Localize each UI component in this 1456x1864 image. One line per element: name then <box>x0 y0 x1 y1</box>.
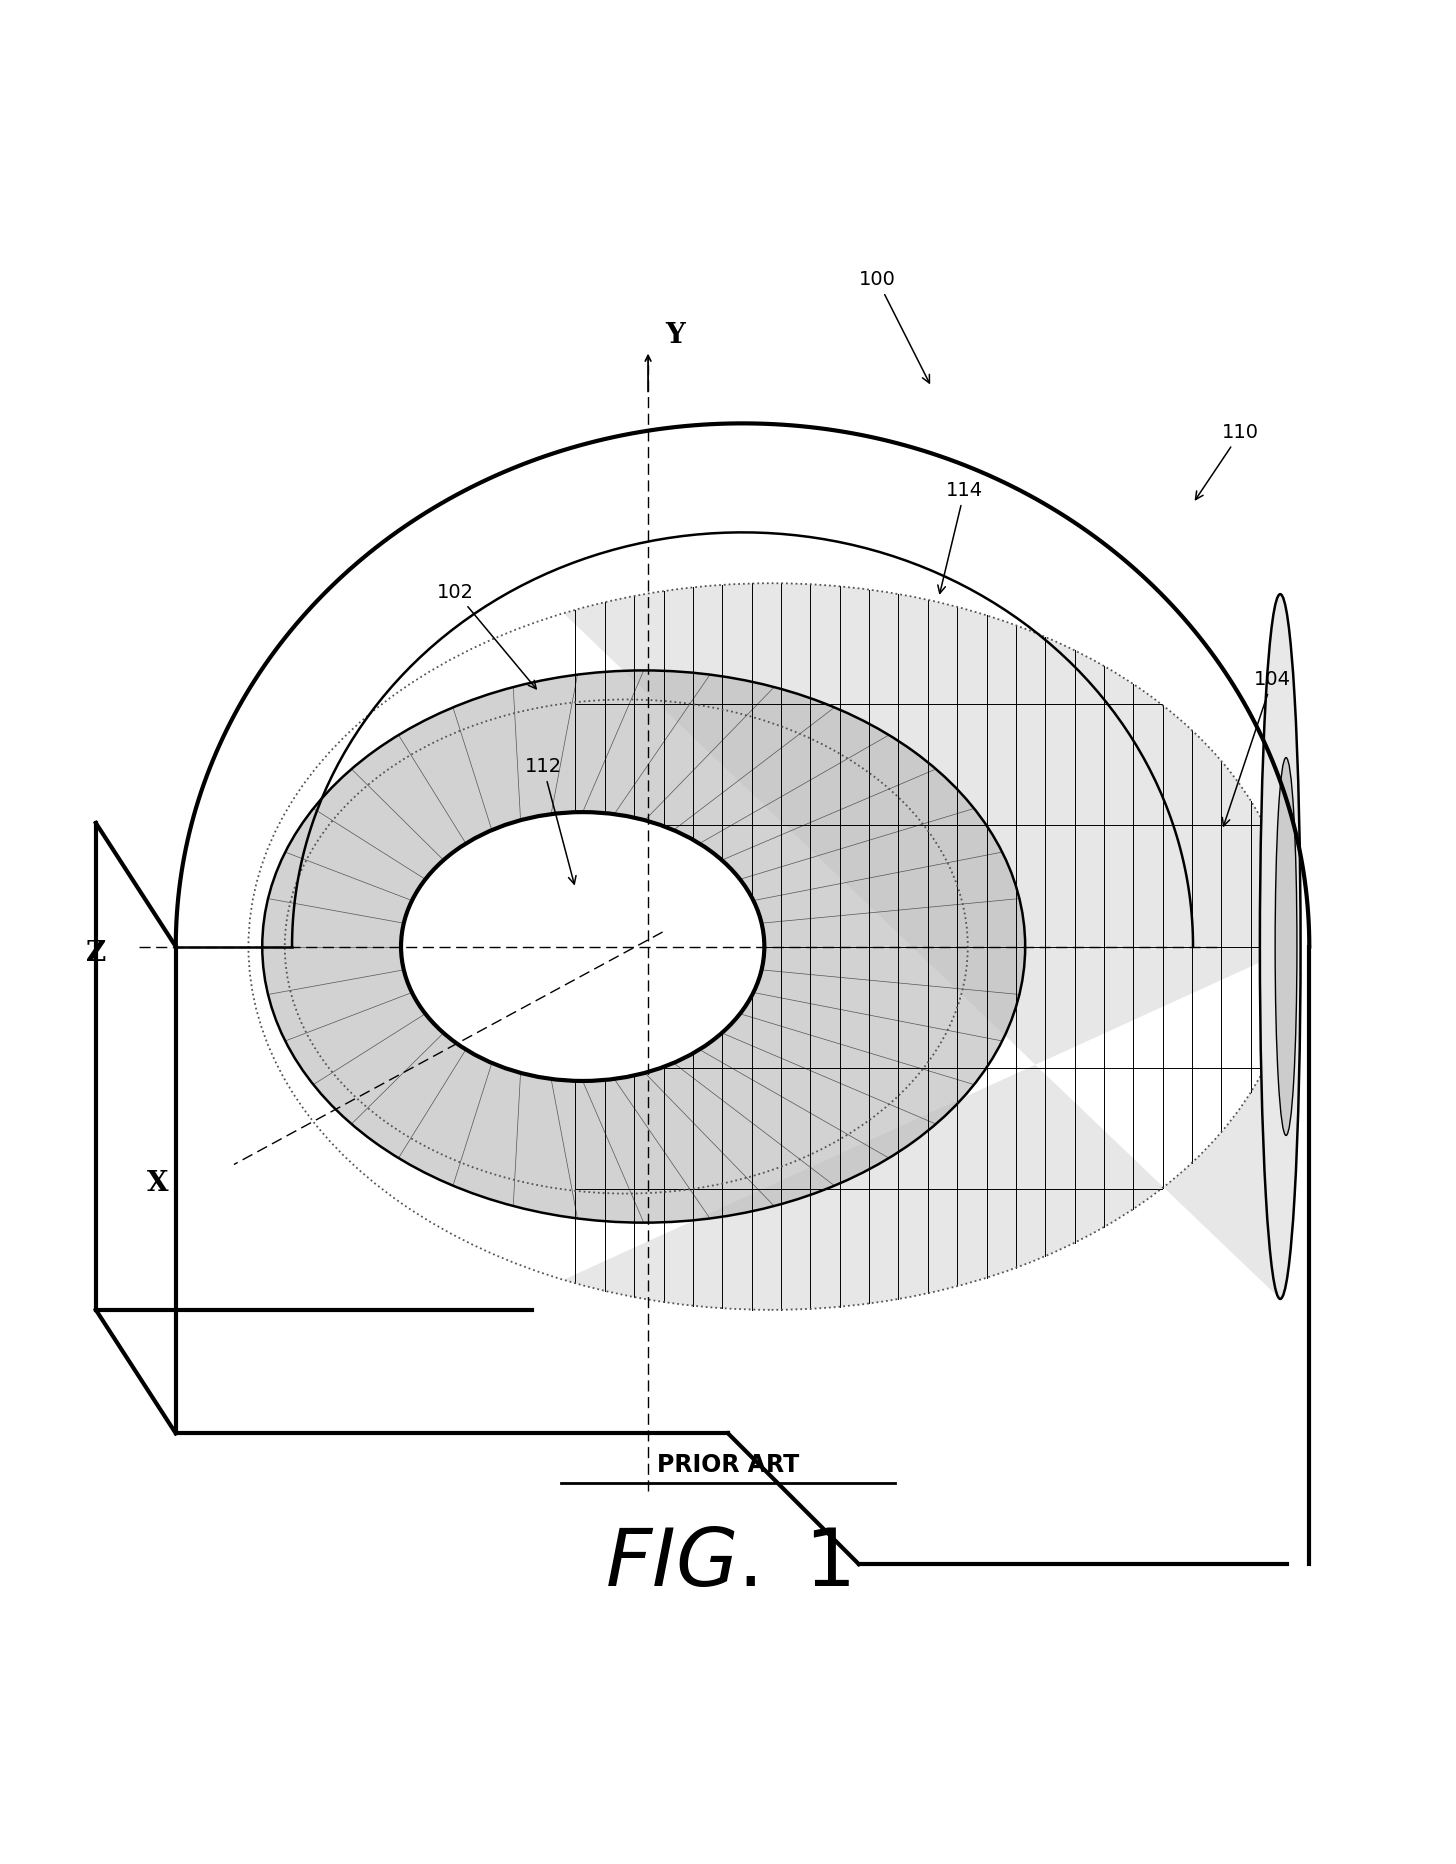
Text: 112: 112 <box>524 757 577 884</box>
Text: 100: 100 <box>859 270 929 382</box>
Text: 104: 104 <box>1222 669 1291 826</box>
Text: Z: Z <box>86 939 106 967</box>
Ellipse shape <box>262 671 1025 1223</box>
Text: $\mathit{FIG.\ 1}$: $\mathit{FIG.\ 1}$ <box>606 1525 850 1603</box>
Text: PRIOR ART: PRIOR ART <box>657 1452 799 1476</box>
Text: X: X <box>147 1171 169 1197</box>
Polygon shape <box>563 583 1299 1310</box>
Text: 110: 110 <box>1195 423 1259 500</box>
Text: 114: 114 <box>938 481 983 593</box>
Ellipse shape <box>400 813 764 1081</box>
Ellipse shape <box>1259 595 1300 1299</box>
Text: Y: Y <box>665 322 686 349</box>
Text: 102: 102 <box>437 583 536 690</box>
Ellipse shape <box>400 813 764 1081</box>
Ellipse shape <box>1275 757 1297 1135</box>
